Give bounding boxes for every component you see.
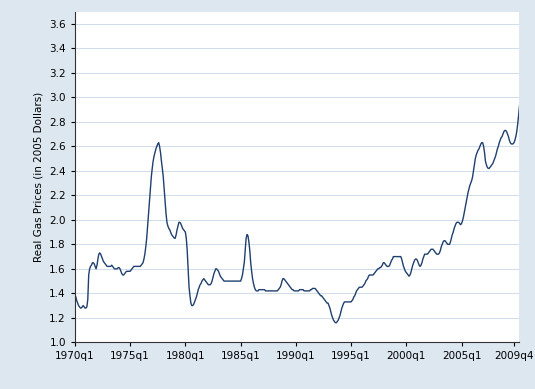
Y-axis label: Real Gas Prices (in 2005 Dollars): Real Gas Prices (in 2005 Dollars) bbox=[34, 92, 44, 262]
